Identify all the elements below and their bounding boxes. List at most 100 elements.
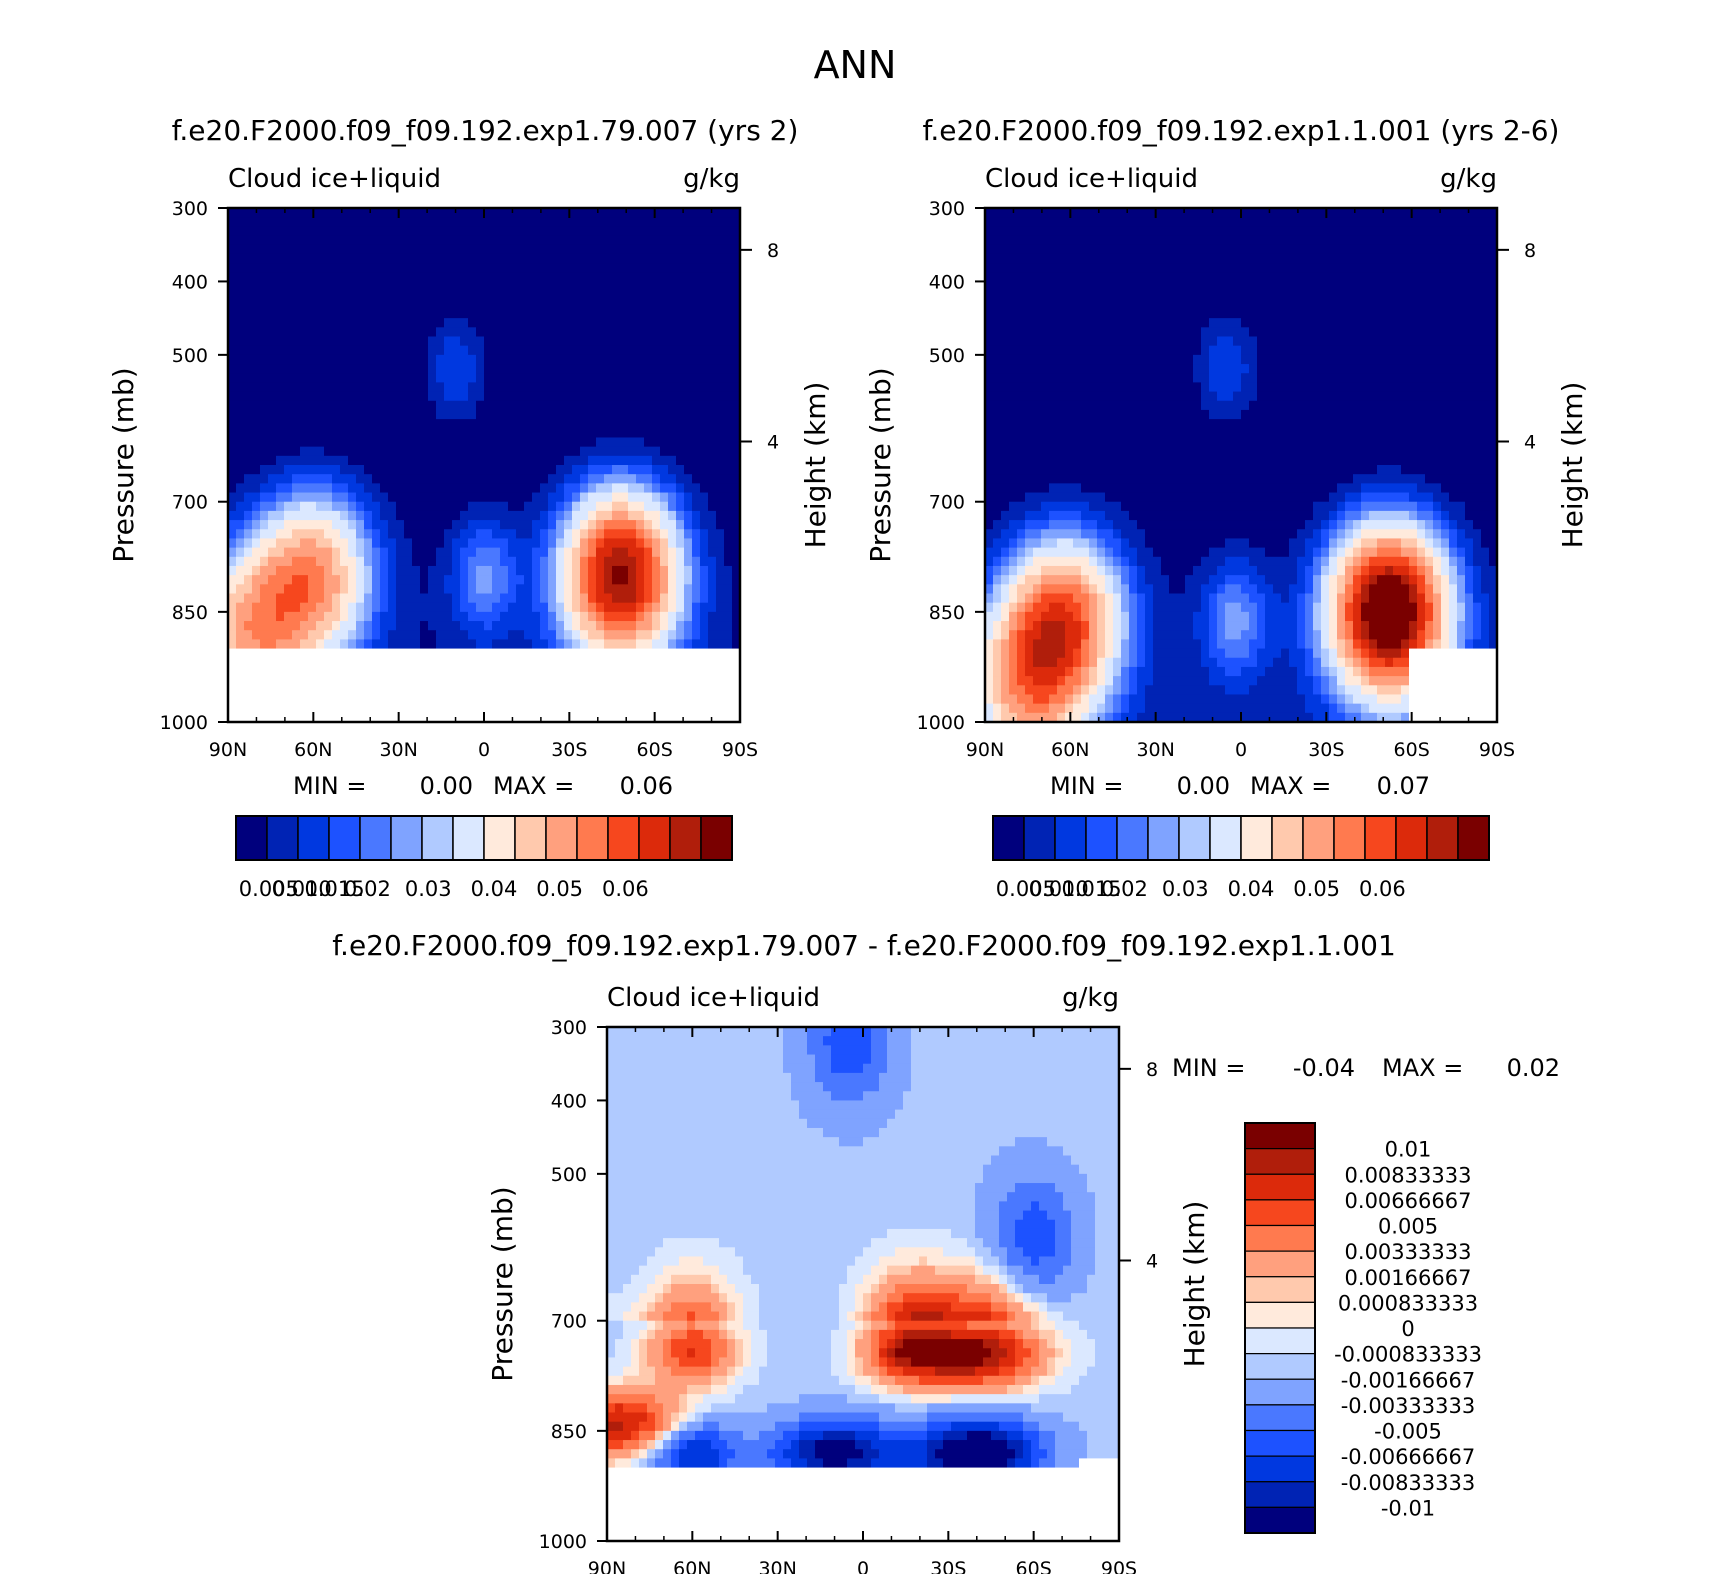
contour-cell xyxy=(316,456,325,466)
contour-cell xyxy=(532,483,541,493)
contour-cell xyxy=(724,318,733,328)
contour-cell xyxy=(404,272,413,282)
contour-cell xyxy=(1161,483,1170,493)
contour-cell xyxy=(476,502,485,512)
contour-cell xyxy=(620,428,629,438)
contour-cell xyxy=(620,584,629,594)
contour-cell xyxy=(228,208,237,218)
contour-cell xyxy=(508,254,517,264)
contour-cell xyxy=(1169,566,1178,576)
contour-cell xyxy=(1009,511,1018,521)
contour-cell xyxy=(1065,419,1074,429)
contour-cell xyxy=(1089,465,1098,475)
contour-cell xyxy=(572,704,581,714)
contour-cell xyxy=(420,300,429,310)
contour-cell xyxy=(1089,658,1098,668)
contour-cell xyxy=(1049,245,1058,255)
contour-cell xyxy=(388,630,397,640)
contour-cell xyxy=(660,612,669,622)
contour-cell xyxy=(668,272,677,282)
contour-cell xyxy=(985,667,994,677)
contour-cell xyxy=(604,676,613,686)
contour-cell xyxy=(308,346,317,356)
contour-cell xyxy=(724,566,733,576)
contour-cell xyxy=(1041,346,1050,356)
contour-cell xyxy=(1033,465,1042,475)
contour-cell xyxy=(308,245,317,255)
contour-cell xyxy=(548,447,557,457)
contour-cell xyxy=(244,538,253,548)
contour-cell xyxy=(364,584,373,594)
contour-cell xyxy=(516,685,525,695)
contour-cell xyxy=(1073,529,1082,539)
contour-cell xyxy=(676,704,685,714)
contour-cell xyxy=(644,584,653,594)
contour-cell xyxy=(340,474,349,484)
contour-cell xyxy=(628,639,637,649)
contour-cell xyxy=(580,529,589,539)
contour-cell xyxy=(476,291,485,301)
contour-cell xyxy=(588,364,597,374)
contour-cell xyxy=(300,483,309,493)
contour-cell xyxy=(1009,272,1018,282)
contour-cell xyxy=(580,272,589,282)
contour-cell xyxy=(348,428,357,438)
contour-cell xyxy=(332,410,341,420)
contour-cell xyxy=(292,594,301,604)
contour-cell xyxy=(1073,575,1082,585)
contour-cell xyxy=(460,538,469,548)
contour-cell xyxy=(628,208,637,218)
contour-cell xyxy=(452,493,461,503)
contour-cell xyxy=(460,226,469,236)
contour-cell xyxy=(276,685,285,695)
contour-cell xyxy=(532,281,541,291)
contour-cell xyxy=(1097,584,1106,594)
contour-cell xyxy=(244,392,253,402)
contour-cell xyxy=(292,447,301,457)
contour-cell xyxy=(985,291,994,301)
contour-cell xyxy=(284,309,293,319)
contour-cell xyxy=(1129,639,1138,649)
contour-cell xyxy=(588,548,597,558)
contour-cell xyxy=(1161,263,1170,273)
contour-cell xyxy=(684,584,693,594)
contour-cell xyxy=(700,557,709,567)
contour-cell xyxy=(596,428,605,438)
contour-cell xyxy=(1057,447,1066,457)
contour-cell xyxy=(636,236,645,246)
contour-cell xyxy=(348,392,357,402)
contour-cell xyxy=(356,337,365,347)
contour-cell xyxy=(1033,630,1042,640)
contour-cell xyxy=(1017,226,1026,236)
contour-cell xyxy=(1097,594,1106,604)
contour-cell xyxy=(580,658,589,668)
contour-cell xyxy=(452,410,461,420)
contour-cell xyxy=(532,594,541,604)
contour-cell xyxy=(1145,291,1154,301)
contour-cell xyxy=(636,300,645,310)
contour-cell xyxy=(700,483,709,493)
contour-cell xyxy=(1017,649,1026,659)
contour-cell xyxy=(1121,621,1130,631)
contour-cell xyxy=(620,254,629,264)
contour-cell xyxy=(580,584,589,594)
contour-cell xyxy=(652,465,661,475)
contour-cell xyxy=(524,318,533,328)
contour-cell xyxy=(668,208,677,218)
contour-cell xyxy=(572,355,581,365)
contour-cell xyxy=(628,529,637,539)
contour-cell xyxy=(1153,538,1162,548)
contour-cell xyxy=(492,465,501,475)
contour-cell xyxy=(292,392,301,402)
contour-cell xyxy=(1161,254,1170,264)
contour-cell xyxy=(404,263,413,273)
contour-cell xyxy=(985,346,994,356)
contour-cell xyxy=(1041,584,1050,594)
contour-cell xyxy=(1169,538,1178,548)
contour-cell xyxy=(1025,300,1034,310)
contour-cell xyxy=(332,694,341,704)
contour-cell xyxy=(660,254,669,264)
contour-cell xyxy=(532,649,541,659)
contour-cell xyxy=(532,419,541,429)
contour-cell xyxy=(620,300,629,310)
